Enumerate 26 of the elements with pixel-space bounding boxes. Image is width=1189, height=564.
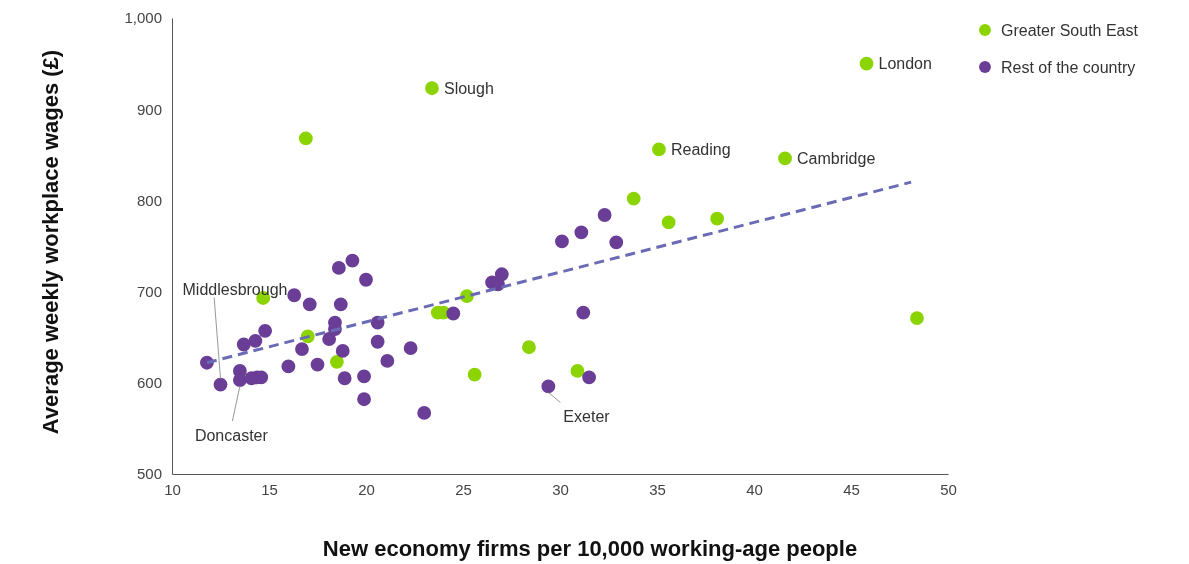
x-axis-title: New economy firms per 10,000 working-age people bbox=[322, 536, 858, 561]
annotation: Doncaster bbox=[194, 426, 269, 444]
y-axis-title: Average weekly workplace wages (£) bbox=[38, 49, 63, 435]
x-tick-label: 20 bbox=[358, 480, 375, 498]
x-tick-label: 15 bbox=[261, 480, 278, 498]
x-tick-label: 25 bbox=[455, 480, 472, 498]
legend-label: Rest of the country bbox=[1001, 58, 1136, 76]
annotation: Exeter bbox=[563, 408, 611, 426]
x-tick-label: 10 bbox=[164, 480, 181, 498]
annotation: Reading bbox=[670, 140, 731, 158]
y-tick-label: 500 bbox=[136, 465, 162, 483]
legend-label: Greater South East bbox=[1001, 21, 1139, 39]
y-tick-label: 800 bbox=[136, 191, 162, 209]
annotation: London bbox=[878, 55, 932, 73]
x-tick-label: 40 bbox=[746, 480, 763, 498]
y-tick-label: 700 bbox=[136, 282, 162, 300]
x-tick-label: 35 bbox=[649, 480, 666, 498]
annotation: Slough bbox=[443, 79, 494, 97]
y-tick-label: 1,000 bbox=[124, 9, 162, 27]
annotation: Middlesbrough bbox=[182, 281, 288, 299]
y-tick-label: 900 bbox=[136, 100, 162, 118]
x-tick-label: 30 bbox=[552, 480, 569, 498]
x-tick-label: 45 bbox=[843, 480, 860, 498]
x-tick-label: 50 bbox=[940, 480, 957, 498]
annotation: Cambridge bbox=[797, 150, 876, 168]
y-tick-label: 600 bbox=[136, 374, 162, 392]
